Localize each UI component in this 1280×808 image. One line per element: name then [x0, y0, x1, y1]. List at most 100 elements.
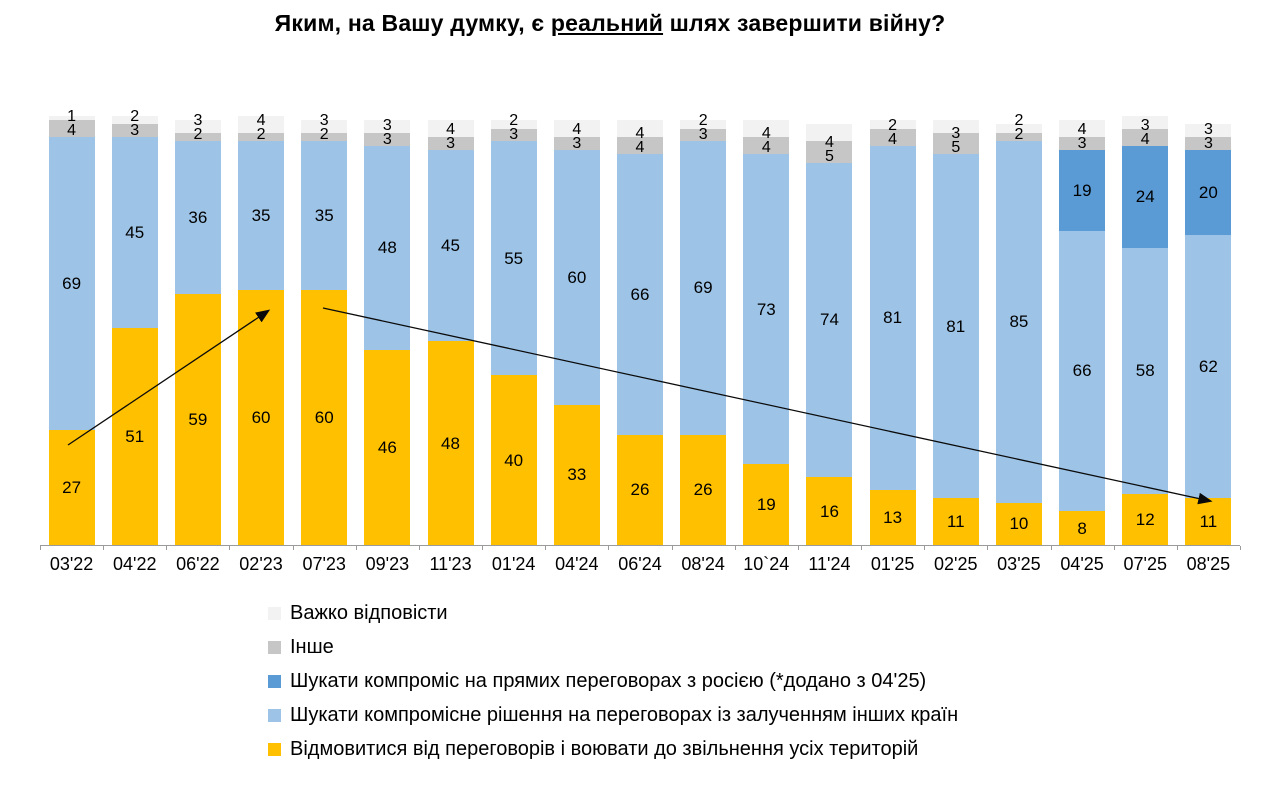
axis-tick: [924, 546, 926, 550]
bar-01'25: 13 81 2 4: [869, 117, 916, 545]
segment-hard-to-answer: [743, 120, 790, 137]
segment-refuse-negotiations: 40: [490, 375, 537, 545]
segment-refuse-negotiations: 60: [301, 290, 348, 545]
value-label-compromise-other-countries: 36: [188, 208, 208, 228]
value-label-other: 3: [446, 134, 455, 152]
segment-compromise-direct-russia: 19: [1059, 149, 1106, 231]
bar-08'24: 26 69 2 3: [680, 113, 727, 545]
segment-refuse-negotiations: 11: [932, 498, 979, 545]
axis-tick: [608, 546, 610, 550]
x-axis-label-04'24: 04'24: [555, 554, 599, 574]
segment-hard-to-answer: [48, 115, 95, 120]
value-label-other: 3: [382, 130, 392, 148]
legend: Важко відповісти Інше Шукати компроміс на …: [268, 602, 958, 773]
value-label-hard-to-answer: 4: [446, 120, 455, 138]
x-axis-label-04'25: 04'25: [1060, 554, 1104, 574]
segment-compromise-other-countries: 81: [932, 154, 979, 499]
chart-title-suffix: шлях завершити війну?: [663, 10, 946, 36]
segment-hard-to-answer: [174, 120, 221, 133]
bar-02'23: 60 35 4 2: [238, 113, 285, 545]
segment-compromise-other-countries: 66: [616, 154, 663, 435]
axis-tick: [229, 546, 231, 550]
bar-slot-01'24: 40 55 2 3: [482, 113, 545, 545]
x-axis-label-03'25: 03'25: [997, 554, 1041, 574]
value-label-compromise-other-countries: 55: [504, 248, 524, 268]
axis-tick: [987, 546, 989, 550]
value-label-compromise-other-countries: 66: [630, 284, 650, 304]
segment-hard-to-answer: [301, 120, 348, 133]
segment-refuse-negotiations: 27: [48, 430, 95, 545]
segment-other: [869, 128, 916, 146]
segment-refuse-negotiations: 19: [743, 464, 790, 545]
bar-slot-01'25: 13 81 2 4: [861, 117, 924, 545]
value-label-refuse-negotiations: 59: [188, 410, 208, 430]
bar-04'25: 8 66 19 4 3: [1059, 120, 1106, 545]
value-label-compromise-other-countries: 85: [1009, 312, 1029, 332]
legend-item-other: Інше: [268, 636, 958, 658]
bar-slot-11'23: 48 45 4 3: [419, 120, 482, 545]
chart-title: Яким, на Вашу думку, є реальний шлях зав…: [0, 10, 1220, 37]
bar-slot-02'25: 11 81 3 5: [924, 120, 987, 545]
value-label-compromise-other-countries: 81: [883, 308, 903, 328]
segment-other: [174, 132, 221, 142]
axis-tick: [103, 546, 105, 550]
bar-slot-10`24: 19 73 4 4: [735, 120, 798, 545]
plot-area: 27 69 1 4 51 45 2 3 59 36 3 2 60 35 4 2 60 35 3 2 46 48 3 3 48 45…: [40, 109, 1240, 545]
bar-04'24: 33 60 4 3: [553, 120, 600, 545]
segment-compromise-other-countries: 81: [869, 145, 916, 490]
value-label-other: 3: [130, 122, 140, 139]
segment-other: [1059, 137, 1106, 150]
segment-refuse-negotiations: 13: [869, 489, 916, 545]
segment-compromise-direct-russia: 20: [1185, 149, 1232, 235]
legend-swatch-hard-to-answer: [268, 607, 281, 620]
value-label-refuse-negotiations: 46: [377, 437, 397, 457]
bar-02'25: 11 81 3 5: [932, 120, 979, 545]
segment-compromise-other-countries: 36: [174, 141, 221, 295]
value-label-compromise-other-countries: 60: [567, 267, 587, 287]
axis-tick: [418, 546, 420, 550]
segment-refuse-negotiations: 33: [553, 404, 600, 545]
axis-tick: [482, 546, 484, 550]
value-label-hard-to-answer: 4: [825, 133, 834, 151]
value-label-compromise-direct-russia: 24: [1135, 187, 1155, 206]
axis-tick: [355, 546, 357, 550]
axis-tick: [40, 546, 41, 550]
value-label-compromise-other-countries: 35: [314, 206, 334, 226]
value-label-other: 3: [1077, 134, 1087, 152]
x-axis-label-01'24: 01'24: [491, 554, 536, 574]
segment-other: [490, 128, 537, 142]
value-label-other: 4: [67, 122, 77, 139]
bar-slot-04'24: 33 60 4 3: [545, 120, 608, 545]
bar-slot-06'22: 59 36 3 2: [166, 113, 229, 545]
segment-refuse-negotiations: 26: [616, 434, 663, 545]
legend-item-compromise-direct-russia: Шукати компроміс на прямих переговорах з…: [268, 670, 958, 692]
value-label-compromise-direct-russia: 19: [1072, 180, 1092, 200]
value-label-hard-to-answer: 2: [1014, 112, 1024, 130]
x-axis-label-08'25: 08'25: [1186, 554, 1231, 574]
value-label-compromise-other-countries: 35: [251, 206, 271, 226]
segment-hard-to-answer: [364, 120, 411, 133]
segment-compromise-other-countries: 73: [743, 154, 790, 465]
bar-slot-08'24: 26 69 2 3: [672, 113, 735, 545]
legend-swatch-refuse-negotiations: [268, 743, 281, 756]
segment-refuse-negotiations: 59: [174, 294, 221, 545]
segment-hard-to-answer: [238, 115, 285, 133]
bar-slot-03'22: 27 69 1 4: [40, 109, 103, 545]
segment-compromise-other-countries: 66: [1059, 230, 1106, 511]
bar-slot-08'25: 11 62 20 3 3: [1177, 120, 1240, 545]
value-label-refuse-negotiations: 51: [125, 427, 145, 447]
x-axis-label-02'23: 02'23: [239, 554, 283, 574]
value-label-other: 4: [888, 130, 898, 148]
segment-refuse-negotiations: 16: [806, 477, 853, 545]
value-label-other: 2: [193, 126, 203, 144]
